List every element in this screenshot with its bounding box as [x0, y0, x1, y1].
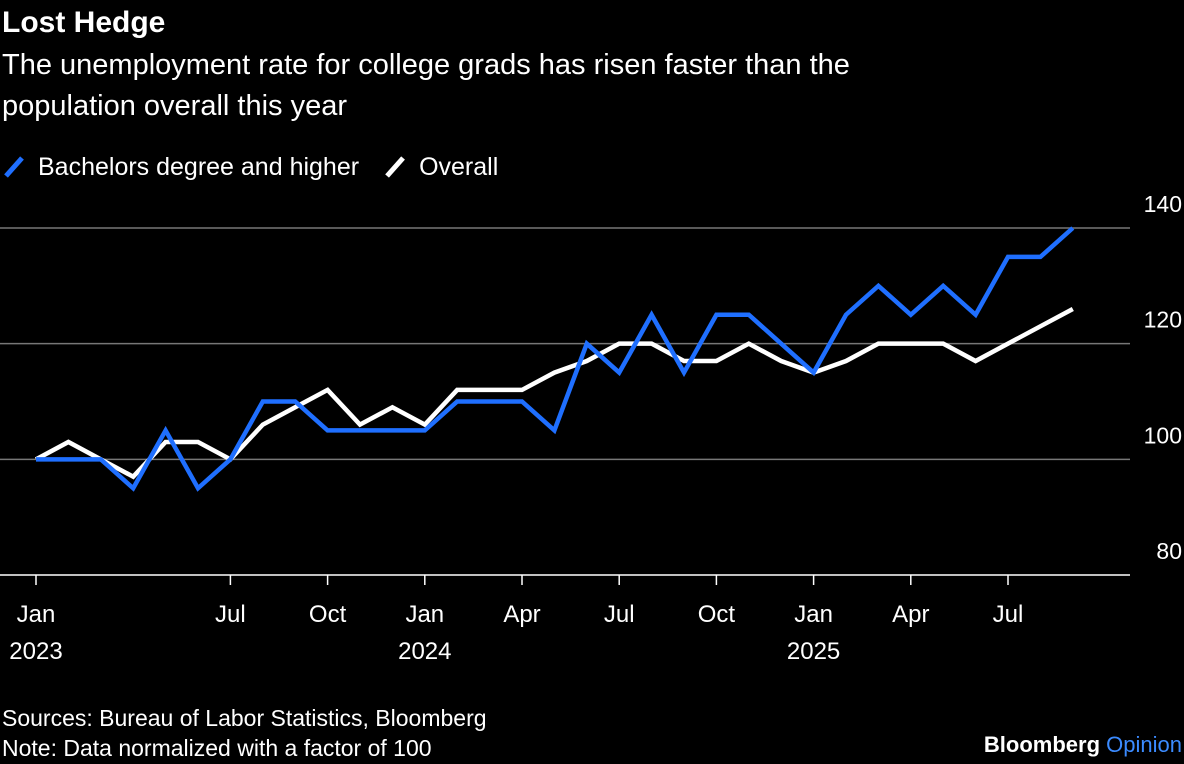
line-series — [34, 306, 1074, 480]
x-year-label: 2024 — [398, 638, 451, 665]
line-series — [36, 226, 1075, 492]
x-tick-label: Jan — [794, 601, 833, 628]
chart-subtitle: population overall this year — [2, 90, 347, 122]
y-tick-label: 120 — [1144, 307, 1182, 333]
brand-suffix: Opinion — [1106, 732, 1182, 757]
x-tick-label: Jul — [604, 601, 635, 628]
brand: Bloomberg Opinion — [984, 732, 1182, 757]
x-year-label: 2023 — [9, 638, 62, 665]
legend-label: Overall — [419, 153, 498, 181]
brand-name: Bloomberg — [984, 732, 1100, 757]
x-tick-label: Jul — [215, 601, 246, 628]
x-tick-label: Apr — [503, 601, 540, 628]
sources: Sources: Bureau of Labor Statistics, Blo… — [2, 705, 487, 731]
note: Note: Data normalized with a factor of 1… — [2, 735, 432, 761]
x-year-label: 2025 — [787, 638, 840, 665]
x-tick-label: Oct — [309, 601, 347, 628]
legend-swatch — [4, 156, 24, 178]
y-tick-label: 100 — [1144, 422, 1182, 448]
x-tick-label: Jan — [405, 601, 444, 628]
x-tick-label: Jul — [993, 601, 1024, 628]
y-tick-label: 140 — [1144, 191, 1182, 217]
x-tick-label: Apr — [892, 601, 929, 628]
chart-title: Lost Hedge — [2, 6, 165, 39]
legend-swatch — [385, 156, 405, 178]
x-tick-label: Jan — [17, 601, 56, 628]
y-tick-label: 80 — [1156, 538, 1182, 564]
chart-subtitle: The unemployment rate for college grads … — [2, 49, 850, 81]
legend-label: Bachelors degree and higher — [38, 153, 359, 181]
x-tick-label: Oct — [698, 601, 736, 628]
